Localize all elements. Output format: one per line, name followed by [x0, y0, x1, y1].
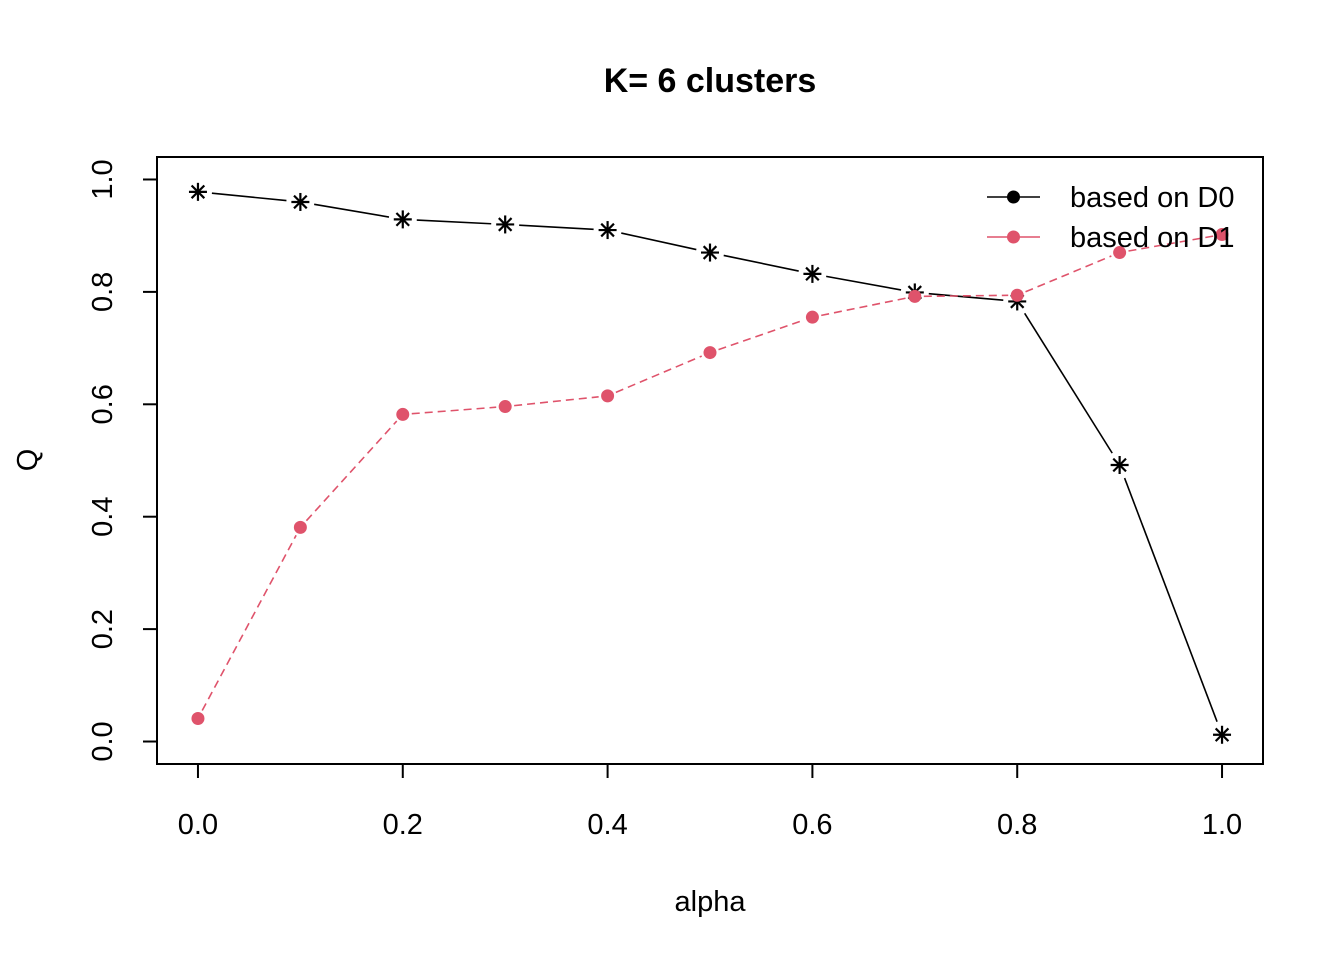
- y-tick-label: 0.2: [87, 609, 119, 649]
- series-segment: [928, 292, 1004, 302]
- y-tick-label: 0.4: [87, 497, 119, 537]
- x-tick-label: 0.4: [587, 809, 627, 841]
- data-point: [803, 264, 822, 283]
- x-axis-label: alpha: [675, 886, 747, 918]
- series-segment: [1128, 235, 1214, 252]
- series-based-on-d0: [188, 182, 1232, 744]
- data-point: [496, 215, 515, 234]
- series-segment: [718, 319, 805, 351]
- legend-label: based on D0: [1070, 182, 1234, 214]
- data-point: [703, 346, 717, 360]
- data-point: [498, 400, 512, 414]
- series-segment: [314, 203, 390, 218]
- series-based-on-d1: [191, 228, 1229, 725]
- series-segment: [519, 224, 594, 231]
- y-axis: 0.0 0.2 0.4 0.6 0.8 1.0: [87, 159, 158, 762]
- data-point: [701, 243, 719, 262]
- data-point: [396, 407, 410, 421]
- legend-item: based on D1: [987, 222, 1234, 254]
- series-layer: [188, 182, 1232, 744]
- data-point: [1113, 246, 1127, 260]
- series-segment: [201, 534, 297, 711]
- legend: based on D0 based on D1: [987, 182, 1234, 254]
- legend-label: based on D1: [1070, 222, 1234, 254]
- legend-marker: [1007, 190, 1020, 204]
- series-segment: [1123, 477, 1218, 722]
- series-segment: [416, 219, 492, 225]
- y-tick-label: 0.6: [87, 384, 119, 424]
- data-point: [1215, 228, 1229, 242]
- x-tick-label: 0.6: [792, 809, 832, 841]
- series-segment: [411, 406, 497, 415]
- data-point: [1010, 288, 1024, 302]
- y-tick-label: 0.0: [87, 721, 119, 761]
- series-segment: [615, 355, 703, 394]
- x-axis: 0.0 0.2 0.4 0.6 0.8 1.0: [178, 763, 1242, 841]
- y-axis-label: Q: [12, 449, 44, 472]
- series-segment: [305, 420, 398, 522]
- series-segment: [826, 275, 902, 291]
- y-tick-label: 0.8: [87, 272, 119, 312]
- data-point: [291, 192, 310, 211]
- data-point: [393, 210, 412, 229]
- data-point: [1110, 455, 1129, 474]
- x-tick-label: 0.8: [997, 809, 1037, 841]
- series-segment: [923, 294, 1009, 298]
- data-point: [805, 310, 819, 324]
- data-point: [908, 289, 922, 303]
- series-segment: [211, 192, 287, 202]
- series-segment: [1025, 255, 1112, 293]
- data-point: [1213, 725, 1232, 744]
- data-point: [601, 389, 615, 403]
- x-tick-label: 1.0: [1202, 809, 1242, 841]
- x-tick-label: 0.2: [383, 809, 423, 841]
- chart-title: K= 6 clusters: [604, 62, 817, 100]
- data-point: [293, 520, 307, 534]
- series-segment: [723, 254, 799, 272]
- y-tick-label: 1.0: [87, 159, 119, 199]
- series-segment: [621, 232, 697, 251]
- legend-item: based on D0: [987, 182, 1234, 214]
- data-point: [598, 221, 617, 240]
- legend-marker: [1007, 230, 1020, 244]
- data-point: [188, 182, 207, 201]
- series-segment: [821, 297, 907, 317]
- series-segment: [514, 396, 599, 407]
- data-point: [191, 711, 205, 725]
- series-segment: [1023, 312, 1113, 454]
- x-tick-label: 0.0: [178, 809, 218, 841]
